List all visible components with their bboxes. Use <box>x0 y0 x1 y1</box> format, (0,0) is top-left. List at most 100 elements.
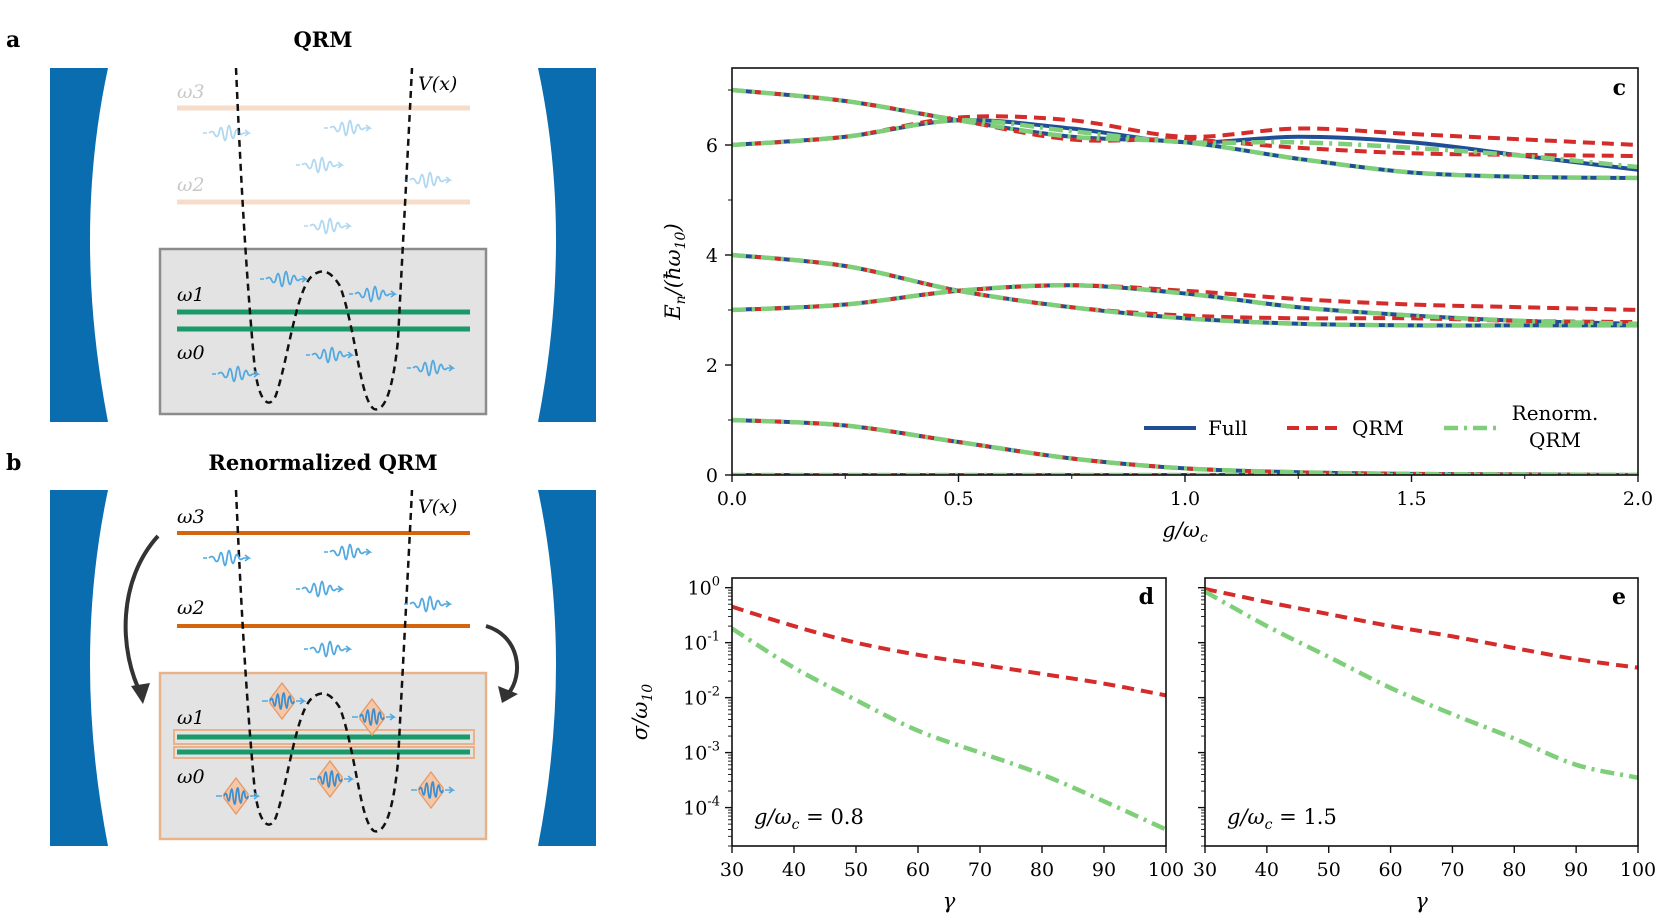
level-label-w2: ω2 <box>177 597 205 619</box>
photon-icon <box>295 156 343 174</box>
photon-icon <box>403 595 451 613</box>
arrowhead-right-icon <box>498 686 518 703</box>
series-line-full <box>732 118 1638 172</box>
y-tick-label: 4 <box>706 245 718 267</box>
y-tick-label: 10-1 <box>683 630 720 655</box>
panel-title-a: QRM <box>294 27 353 52</box>
y-tick-label: 10-2 <box>683 685 720 710</box>
series-line-renorm-qrm <box>732 282 1638 327</box>
right-mirror <box>538 490 596 846</box>
plot-frame <box>731 67 1639 476</box>
y-tick-label: 0 <box>706 465 718 487</box>
coupling-annotation: g/ωc = 1.5 <box>1227 805 1337 833</box>
curved-arrow-left <box>123 534 160 697</box>
photon-icon <box>323 119 371 137</box>
legend-label-renorm-qrm: Renorm. QRM <box>1512 401 1599 452</box>
level-label-w2: ω2 <box>177 174 205 196</box>
x-tick-label: 0.0 <box>717 488 747 510</box>
panel-letter-c: c <box>1613 75 1626 101</box>
series-line-qrm <box>732 253 1638 325</box>
series-line-qrm <box>732 283 1638 312</box>
level-label-w3: ω3 <box>177 506 205 528</box>
x-tick-label: 40 <box>1255 859 1279 881</box>
x-tick-label: 80 <box>1502 859 1526 881</box>
series-line-qrm <box>1205 586 1638 670</box>
legend-label-qrm: QRM <box>1352 416 1404 440</box>
y-tick-label: 2 <box>706 355 718 377</box>
potential-label: V(x) <box>418 73 457 95</box>
potential-curve <box>234 489 414 833</box>
panel-letter-a: a <box>6 27 20 53</box>
x-tick-label: 90 <box>1564 859 1588 881</box>
series-line-renorm-qrm <box>732 87 1638 181</box>
x-tick-label: 60 <box>1378 859 1402 881</box>
dressed-level-w0-frame <box>173 746 475 759</box>
y-tick-label: 10-4 <box>683 795 720 820</box>
chart-c: 0.0 0.5 1.0 1.5 2.0 0 2 4 6 c g/ωc En/(ħω10) Full QRM… <box>661 67 1653 546</box>
curved-arrow-right <box>485 624 519 696</box>
level-label-w1: ω1 <box>177 707 205 729</box>
x-tick-label: 2.0 <box>1623 488 1653 510</box>
panel-letter-d: d <box>1139 584 1154 610</box>
x-tick-label: 100 <box>1148 859 1184 881</box>
x-axis-label: g/ωc <box>1162 518 1208 546</box>
series-line-renorm-qrm <box>732 252 1638 328</box>
level-label-w3: ω3 <box>177 81 205 103</box>
x-tick-label: 1.5 <box>1396 488 1426 510</box>
plot-frame <box>731 577 1167 847</box>
level-label-w1: ω1 <box>177 284 205 306</box>
photon-icon <box>202 549 250 567</box>
panel-a: a QRM ω3 ω2 ω1 ω0 V(x) <box>6 27 596 422</box>
legend-label-full: Full <box>1208 416 1248 440</box>
panel-title-b: Renormalized QRM <box>208 450 437 475</box>
x-tick-label: 80 <box>1030 859 1054 881</box>
level-label-w0: ω0 <box>177 342 205 364</box>
y-tick-label: 6 <box>706 135 718 157</box>
photon-icon <box>202 124 250 142</box>
y-axis-label: σ/ω10 <box>628 684 656 740</box>
coupling-annotation: g/ωc = 0.8 <box>754 805 864 833</box>
series-line-qrm <box>732 114 1638 147</box>
chart-d: 30 40 50 60 70 80 90 100 100 10-1 10-2 10-3 10-4 d g/ω… <box>628 575 1184 913</box>
photon-icon <box>303 640 351 658</box>
series-line-qrm <box>732 88 1638 158</box>
x-tick-label: 40 <box>782 859 806 881</box>
panel-letter-b: b <box>6 450 21 476</box>
panel-b: b Renormalized QRM ω3 ω2 ω1 ω0 V(x) <box>6 450 596 846</box>
x-tick-label: 50 <box>1317 859 1341 881</box>
x-tick-label: 90 <box>1092 859 1116 881</box>
y-tick-label: 10-3 <box>683 740 720 765</box>
x-tick-label: 100 <box>1620 859 1656 881</box>
x-tick-label: 30 <box>720 859 744 881</box>
x-tick-label: 70 <box>1440 859 1464 881</box>
x-tick-label: 50 <box>844 859 868 881</box>
series-line-renorm-qrm <box>732 626 1166 832</box>
legend: Full QRM Renorm. QRM <box>1144 401 1598 452</box>
potential-label: V(x) <box>418 496 457 518</box>
arrowhead-left-icon <box>131 683 150 704</box>
photon-icon <box>295 580 343 598</box>
x-axis-label: γ <box>943 889 956 913</box>
series-line-renorm-qrm <box>1205 589 1638 780</box>
x-tick-label: 60 <box>906 859 930 881</box>
x-tick-label: 70 <box>968 859 992 881</box>
left-mirror <box>50 68 108 422</box>
photon-icon <box>303 217 351 235</box>
x-tick-label: 0.5 <box>943 488 973 510</box>
x-axis-label: γ <box>1415 889 1428 913</box>
y-tick-label: 100 <box>688 575 720 600</box>
right-mirror <box>538 68 596 422</box>
x-tick-label: 30 <box>1193 859 1217 881</box>
photon-icon <box>403 171 451 189</box>
chart-e: 30 40 50 60 70 80 90 100 e g/ωc = 1.5 γ <box>1193 577 1656 913</box>
plot-frame <box>1204 577 1639 847</box>
y-axis-label: En/(ħω10) <box>661 223 689 320</box>
series-line-qrm <box>732 604 1166 698</box>
x-tick-label: 1.0 <box>1170 488 1200 510</box>
left-mirror <box>50 490 108 846</box>
level-label-w0: ω0 <box>177 766 205 788</box>
panel-letter-e: e <box>1612 584 1626 610</box>
potential-curve <box>234 67 414 411</box>
dressed-level-w1-frame <box>173 729 475 745</box>
